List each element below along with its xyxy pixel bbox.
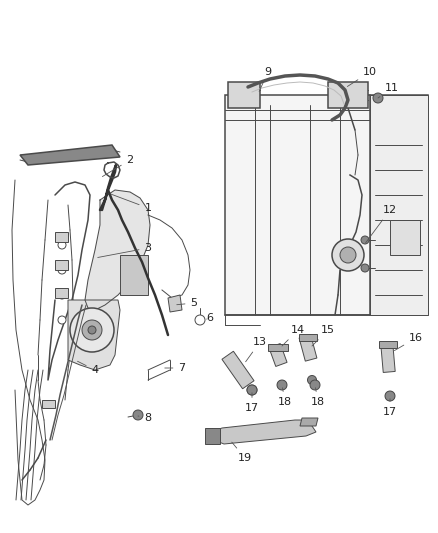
Circle shape: [278, 381, 286, 390]
Polygon shape: [222, 351, 254, 389]
Circle shape: [58, 241, 66, 249]
Text: 2: 2: [102, 155, 134, 176]
Circle shape: [195, 315, 205, 325]
Circle shape: [58, 291, 66, 299]
Circle shape: [70, 308, 114, 352]
Circle shape: [361, 236, 369, 244]
Polygon shape: [55, 232, 68, 242]
Polygon shape: [85, 190, 150, 310]
Polygon shape: [55, 260, 68, 270]
Circle shape: [310, 380, 320, 390]
Text: 12: 12: [366, 205, 397, 243]
Text: 8: 8: [138, 413, 152, 423]
Polygon shape: [20, 145, 120, 165]
Circle shape: [361, 264, 369, 272]
Text: 1: 1: [111, 194, 152, 213]
Text: 4: 4: [78, 361, 99, 375]
Circle shape: [385, 392, 395, 400]
Circle shape: [373, 93, 383, 103]
Polygon shape: [390, 220, 420, 255]
Circle shape: [247, 385, 257, 395]
Text: 16: 16: [394, 333, 423, 351]
Text: 3: 3: [98, 243, 152, 257]
Polygon shape: [328, 82, 368, 108]
Circle shape: [277, 380, 287, 390]
Text: 18: 18: [311, 387, 325, 407]
Text: 15: 15: [312, 325, 335, 346]
Polygon shape: [381, 344, 395, 373]
Polygon shape: [42, 400, 55, 408]
Text: 17: 17: [245, 393, 259, 413]
Text: 7: 7: [165, 363, 186, 373]
Text: 14: 14: [282, 325, 305, 346]
Polygon shape: [268, 344, 288, 351]
Circle shape: [133, 410, 143, 420]
Polygon shape: [68, 300, 120, 370]
Polygon shape: [120, 255, 148, 295]
Polygon shape: [299, 335, 317, 361]
Circle shape: [58, 316, 66, 324]
Text: 10: 10: [347, 67, 377, 86]
Circle shape: [58, 266, 66, 274]
Text: 9: 9: [259, 67, 272, 92]
Polygon shape: [225, 95, 428, 315]
Text: 17: 17: [383, 399, 397, 417]
Polygon shape: [269, 344, 287, 367]
Polygon shape: [299, 334, 317, 341]
Circle shape: [88, 326, 96, 334]
Polygon shape: [228, 82, 260, 108]
Circle shape: [340, 247, 356, 263]
Polygon shape: [370, 95, 428, 315]
Circle shape: [332, 239, 364, 271]
Polygon shape: [168, 295, 182, 312]
Polygon shape: [379, 341, 397, 348]
Polygon shape: [205, 428, 220, 444]
Circle shape: [307, 376, 317, 384]
Text: 11: 11: [378, 83, 399, 98]
Polygon shape: [300, 418, 318, 426]
Polygon shape: [212, 420, 316, 444]
Circle shape: [247, 385, 257, 395]
Text: 6: 6: [206, 313, 213, 323]
Polygon shape: [55, 288, 68, 298]
Circle shape: [82, 320, 102, 340]
Text: 18: 18: [278, 387, 292, 407]
Circle shape: [385, 391, 395, 401]
Text: 19: 19: [232, 442, 252, 463]
Text: 13: 13: [246, 337, 267, 362]
Text: 5: 5: [177, 298, 198, 308]
